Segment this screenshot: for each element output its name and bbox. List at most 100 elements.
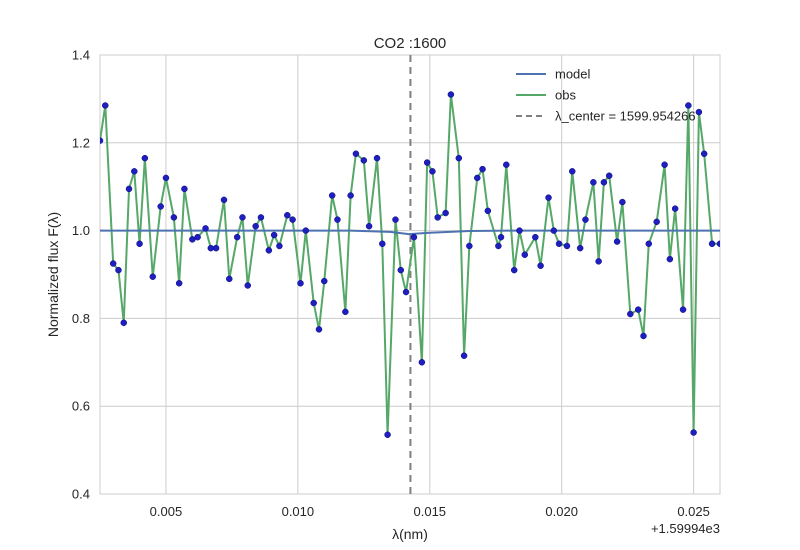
obs-point xyxy=(708,240,716,248)
obs-point xyxy=(460,352,468,359)
obs-point xyxy=(582,216,589,223)
obs-point xyxy=(479,165,486,173)
obs-point xyxy=(373,154,381,162)
obs-point xyxy=(365,222,373,230)
obs-point xyxy=(545,194,552,201)
obs-point xyxy=(233,233,241,241)
obs-point xyxy=(170,214,178,221)
chart-title: CO2 :1600 xyxy=(374,35,447,52)
obs-point xyxy=(257,214,265,221)
obs-point xyxy=(252,222,259,230)
obs-point xyxy=(109,260,117,267)
obs-point xyxy=(716,240,720,248)
obs-point xyxy=(634,306,642,313)
obs-point xyxy=(576,244,584,252)
obs-point xyxy=(157,203,164,210)
obs-point xyxy=(202,225,209,232)
legend-label: λ_center = 1599.954266 xyxy=(555,109,696,124)
obs-point xyxy=(605,172,613,179)
y-axis-label: Normalized flux F(λ) xyxy=(45,212,61,337)
y-tick-label: 0.8 xyxy=(72,311,90,326)
obs-point xyxy=(595,258,602,265)
obs-point xyxy=(685,102,692,109)
obs-point xyxy=(175,280,183,287)
obs-point xyxy=(136,240,143,248)
obs-point xyxy=(666,255,674,263)
obs-point xyxy=(244,282,251,289)
obs-point xyxy=(149,273,157,280)
legend: model obs λ_center = 1599.954266 xyxy=(516,67,696,124)
obs-point xyxy=(220,196,228,204)
obs-point xyxy=(212,244,220,252)
obs-point xyxy=(239,214,246,221)
obs-point xyxy=(495,242,502,250)
obs-point xyxy=(442,209,449,217)
y-tick-label: 1.0 xyxy=(72,223,90,238)
obs-point xyxy=(125,185,133,193)
obs-point xyxy=(516,227,523,234)
obs-point xyxy=(474,174,481,182)
obs-point xyxy=(679,306,687,313)
obs-point xyxy=(131,168,138,175)
obs-point xyxy=(302,227,310,234)
obs-point xyxy=(418,359,426,366)
obs-point xyxy=(141,154,149,162)
y-ticks: 0.4 0.6 0.8 1.0 1.2 1.4 xyxy=(72,48,90,502)
obs-point xyxy=(429,168,436,175)
obs-point xyxy=(384,431,391,438)
obs-point xyxy=(226,275,233,283)
obs-point xyxy=(600,179,608,186)
obs-point xyxy=(410,233,418,241)
obs-point xyxy=(347,192,354,199)
obs-point xyxy=(284,211,291,219)
obs-point xyxy=(434,214,441,221)
obs-point xyxy=(466,242,473,250)
obs-point xyxy=(671,205,679,212)
obs-point xyxy=(102,102,109,109)
y-tick-label: 0.6 xyxy=(72,399,90,414)
obs-point xyxy=(115,266,122,274)
obs-point xyxy=(379,240,386,248)
obs-point xyxy=(265,247,273,254)
obs-point xyxy=(590,179,597,186)
obs-point xyxy=(402,288,410,296)
obs-point xyxy=(510,266,518,274)
y-tick-label: 0.4 xyxy=(72,487,90,502)
obs-point xyxy=(423,159,431,166)
x-tick-label: 0.015 xyxy=(414,504,447,519)
obs-point xyxy=(521,251,529,258)
obs-point xyxy=(555,240,563,248)
obs-point xyxy=(653,218,660,226)
legend-label: obs xyxy=(555,88,576,103)
obs-point xyxy=(289,216,296,223)
obs-point xyxy=(270,231,278,239)
obs-point xyxy=(162,174,170,182)
model-line xyxy=(100,229,720,236)
obs-point xyxy=(497,233,505,241)
obs-point xyxy=(397,266,405,274)
obs-point xyxy=(276,242,283,250)
obs-point xyxy=(645,240,653,248)
x-tick-label: 0.025 xyxy=(677,504,710,519)
obs-point xyxy=(334,216,341,223)
obs-point xyxy=(181,185,188,193)
x-axis-label: λ(nm) xyxy=(392,526,428,542)
obs-point xyxy=(360,157,368,164)
obs-point xyxy=(619,198,626,206)
obs-point xyxy=(194,233,201,241)
x-tick-label: 0.005 xyxy=(150,504,183,519)
x-offset-label: +1.59994e3 xyxy=(651,521,720,536)
obs-points xyxy=(100,91,720,438)
obs-point xyxy=(321,277,328,285)
obs-point xyxy=(627,310,634,318)
obs-point xyxy=(661,161,668,168)
obs-point xyxy=(569,168,576,175)
obs-point xyxy=(695,108,703,116)
obs-point xyxy=(550,227,558,234)
obs-point xyxy=(310,299,317,307)
legend-label: model xyxy=(555,67,591,82)
y-tick-label: 1.2 xyxy=(72,135,90,150)
obs-point xyxy=(392,216,399,223)
y-tick-label: 1.4 xyxy=(72,48,90,63)
